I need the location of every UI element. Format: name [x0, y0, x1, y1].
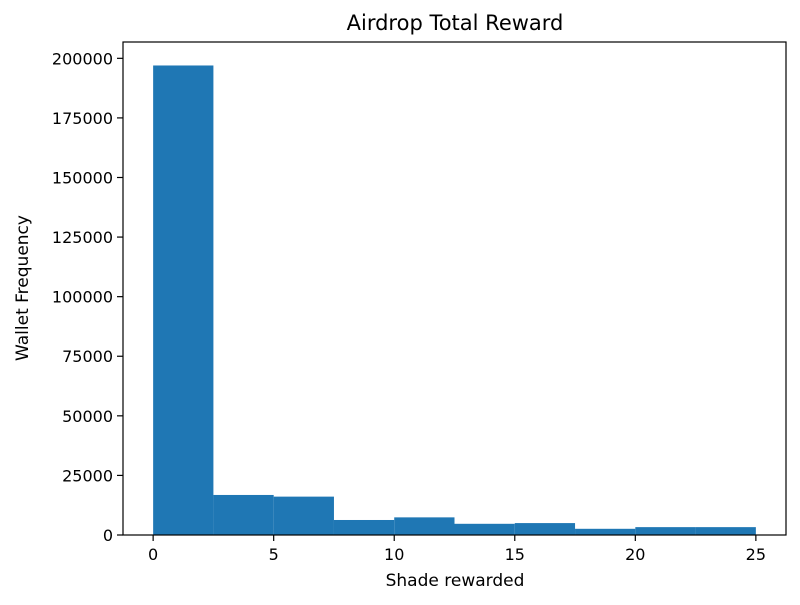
x-tick-label-4: 20	[625, 545, 645, 564]
histogram-bar-2	[273, 496, 334, 535]
histogram-bar-1	[213, 494, 274, 535]
histogram-bar-0	[153, 65, 214, 535]
histogram-bar-4	[394, 517, 455, 535]
y-tick-label-5: 125000	[52, 228, 113, 247]
x-tick-label-1: 5	[269, 545, 279, 564]
y-tick-label-2: 50000	[62, 407, 113, 426]
x-tick-label-5: 25	[746, 545, 766, 564]
y-tick-label-8: 200000	[52, 49, 113, 68]
histogram-bar-5	[454, 523, 515, 535]
histogram-bar-8	[635, 527, 696, 535]
y-tick-label-1: 25000	[62, 466, 113, 485]
x-axis-ticks: 0 5 10 15 20 25	[148, 535, 766, 564]
x-axis-label: Shade rewarded	[386, 571, 525, 591]
y-axis-label: Wallet Frequency	[13, 215, 33, 361]
y-tick-label-7: 175000	[52, 109, 113, 128]
y-tick-label-4: 100000	[52, 288, 113, 307]
y-tick-label-0: 0	[103, 526, 113, 545]
y-tick-label-6: 150000	[52, 168, 113, 187]
x-tick-label-3: 15	[505, 545, 525, 564]
histogram-bar-6	[514, 523, 576, 535]
histogram-bar-3	[333, 519, 395, 535]
x-tick-label-2: 10	[384, 545, 404, 564]
y-axis-ticks: 0 25000 50000 75000 100000 125000 150000 175000…	[52, 49, 123, 545]
bars-group	[153, 65, 756, 535]
y-tick-label-3: 75000	[62, 347, 113, 366]
chart-title: Airdrop Total Reward	[347, 11, 564, 35]
plot-frame	[122, 41, 787, 536]
x-tick-label-0: 0	[148, 545, 158, 564]
histogram-bar-7	[575, 528, 636, 535]
histogram-bar-9	[695, 527, 756, 535]
